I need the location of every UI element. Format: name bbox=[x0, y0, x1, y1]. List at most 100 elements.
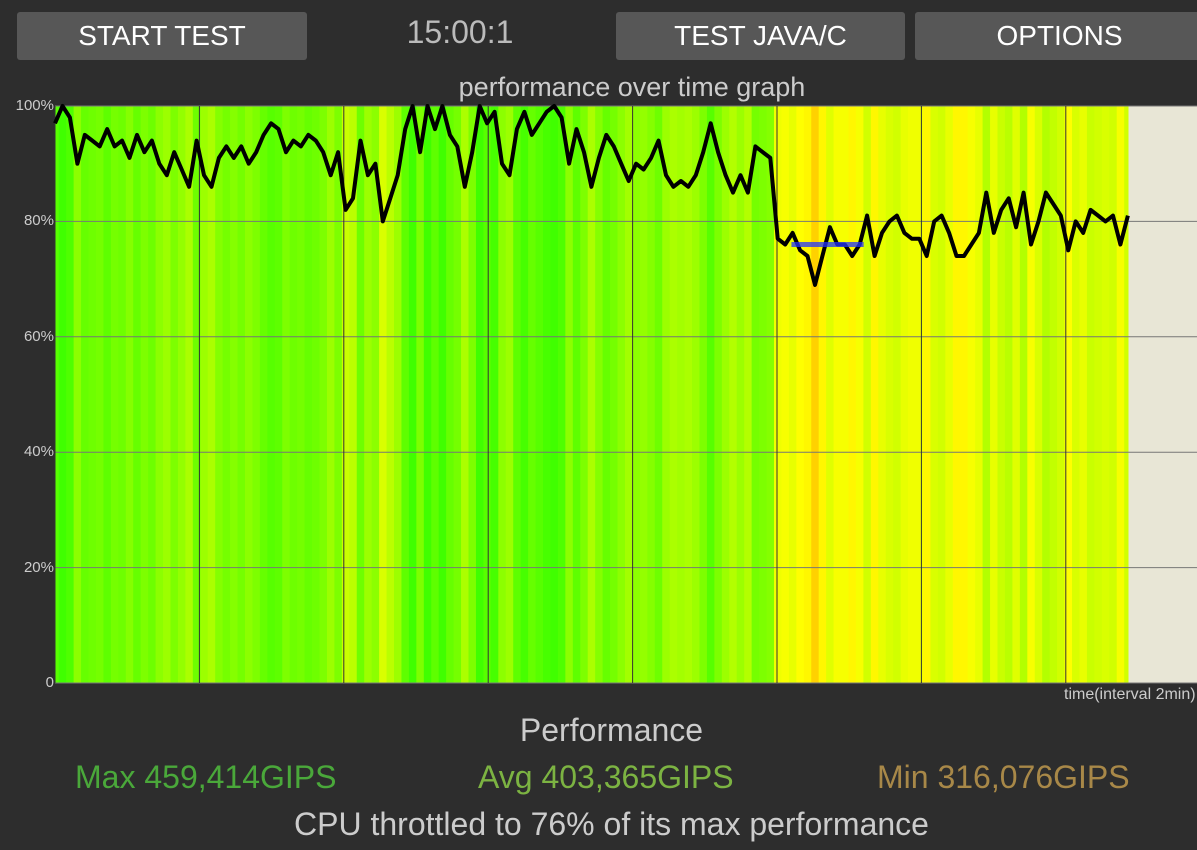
performance-stripe bbox=[1042, 106, 1051, 683]
performance-stripe bbox=[699, 106, 708, 683]
avg-stat: Avg 403,365GIPS bbox=[478, 759, 734, 795]
y-tick-label: 80% bbox=[23, 212, 54, 230]
performance-stripe bbox=[572, 106, 581, 683]
performance-stripe bbox=[192, 106, 201, 683]
performance-stripe bbox=[468, 106, 477, 683]
performance-stripe bbox=[483, 106, 492, 683]
performance-stripe bbox=[878, 106, 887, 683]
performance-stripe bbox=[855, 106, 864, 683]
y-tick-label: 20% bbox=[23, 558, 54, 576]
performance-stripe bbox=[788, 106, 797, 683]
performance-stripe bbox=[841, 106, 850, 683]
performance-stripe bbox=[535, 106, 544, 683]
performance-stripe bbox=[833, 106, 842, 683]
performance-stripe bbox=[990, 106, 999, 683]
performance-stripe bbox=[543, 106, 552, 683]
performance-stripe bbox=[826, 106, 835, 683]
performance-stripe bbox=[386, 106, 395, 683]
performance-stripe bbox=[148, 106, 157, 683]
performance-stripe bbox=[721, 106, 730, 683]
performance-stripe bbox=[446, 106, 455, 683]
performance-stripe bbox=[624, 106, 634, 683]
performance-title: Performance bbox=[519, 712, 704, 748]
performance-stripe bbox=[997, 106, 1006, 683]
performance-chart bbox=[53, 104, 1197, 684]
performance-stripe bbox=[304, 106, 313, 683]
performance-stripe bbox=[326, 106, 335, 683]
performance-stripe bbox=[565, 106, 574, 683]
performance-stripe bbox=[1019, 106, 1028, 683]
performance-stripe bbox=[1079, 106, 1088, 683]
performance-stripe bbox=[729, 106, 738, 683]
performance-stripe bbox=[915, 106, 924, 683]
performance-stripe bbox=[639, 106, 648, 683]
performance-stripe bbox=[185, 106, 194, 683]
performance-stripe bbox=[408, 106, 417, 683]
performance-stripe bbox=[952, 106, 961, 683]
performance-stripe bbox=[513, 106, 522, 683]
performance-stripe bbox=[66, 106, 75, 683]
performance-stripe bbox=[766, 106, 775, 683]
performance-stripe bbox=[595, 106, 604, 683]
performance-stripe bbox=[341, 106, 350, 683]
performance-stripe bbox=[416, 106, 425, 683]
performance-stripe bbox=[334, 106, 343, 683]
performance-stripe bbox=[423, 106, 432, 683]
performance-stripe bbox=[975, 106, 984, 683]
performance-stripe bbox=[207, 106, 216, 683]
performance-stripe bbox=[349, 106, 358, 683]
performance-stripe bbox=[885, 106, 894, 683]
performance-line bbox=[53, 104, 1130, 287]
performance-stripe bbox=[587, 106, 596, 683]
performance-stripe bbox=[1109, 106, 1118, 683]
performance-stripe bbox=[580, 106, 589, 683]
performance-stripe bbox=[781, 106, 790, 683]
performance-stripe bbox=[177, 106, 186, 683]
performance-stripe bbox=[1101, 106, 1110, 683]
performance-stripe bbox=[1049, 106, 1058, 683]
performance-stripe bbox=[848, 106, 857, 683]
performance-stripe bbox=[244, 106, 254, 683]
timer: 15:00:1 bbox=[406, 14, 514, 50]
performance-stripe bbox=[557, 106, 566, 683]
performance-stripe bbox=[870, 106, 879, 683]
performance-stripe bbox=[647, 106, 656, 683]
performance-stripe bbox=[1124, 106, 1129, 683]
performance-stripe bbox=[371, 106, 380, 683]
performance-stripe bbox=[662, 106, 671, 683]
y-tick-label: 100% bbox=[15, 97, 54, 114]
performance-stripe bbox=[282, 106, 291, 683]
performance-stripe bbox=[438, 106, 447, 683]
options-button[interactable]: OPTIONS bbox=[915, 12, 1197, 60]
performance-stripe bbox=[706, 106, 715, 683]
performance-stripe bbox=[1094, 106, 1103, 683]
performance-stripe bbox=[170, 106, 179, 683]
performance-stripe bbox=[140, 106, 149, 683]
performance-stripe bbox=[803, 106, 812, 683]
performance-stripe bbox=[1057, 106, 1066, 683]
y-tick-label: 0 bbox=[45, 674, 54, 691]
x-axis-label: time(interval 2min) bbox=[1064, 686, 1196, 703]
performance-stripe bbox=[744, 106, 753, 683]
performance-stripe bbox=[751, 106, 760, 683]
performance-stripe bbox=[1034, 106, 1043, 683]
performance-stripe bbox=[200, 106, 209, 683]
performance-stripe bbox=[1004, 106, 1014, 683]
test-java-c-button[interactable]: TEST JAVA/C bbox=[616, 12, 905, 60]
performance-stripe bbox=[110, 106, 119, 683]
performance-stripe bbox=[297, 106, 306, 683]
performance-stripe bbox=[55, 106, 60, 683]
start-test-button[interactable]: START TEST bbox=[17, 12, 307, 60]
graph-title: performance over time graph bbox=[458, 72, 806, 102]
performance-stripe bbox=[1012, 106, 1021, 683]
performance-stripe bbox=[714, 106, 723, 683]
performance-stripe bbox=[900, 106, 909, 683]
throttle-summary: CPU throttled to 76% of its max performa… bbox=[294, 806, 929, 842]
performance-stripe bbox=[453, 106, 462, 683]
performance-stripe bbox=[982, 106, 991, 683]
performance-stripe bbox=[520, 106, 529, 683]
performance-stripe bbox=[960, 106, 969, 683]
performance-stripe bbox=[1116, 106, 1125, 683]
performance-stripe bbox=[602, 106, 611, 683]
performance-stripe bbox=[610, 106, 619, 683]
